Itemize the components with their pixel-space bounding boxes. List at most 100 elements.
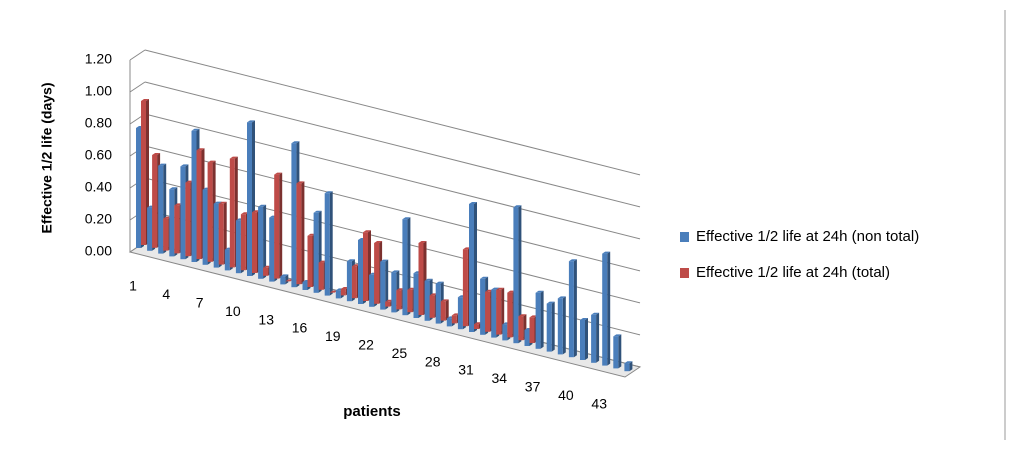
bar-top xyxy=(329,290,338,293)
x-tick-label: 43 xyxy=(591,395,607,411)
bar-top xyxy=(318,260,327,263)
bar xyxy=(185,182,191,257)
bar-top xyxy=(163,216,172,219)
grid-line xyxy=(144,113,641,240)
bar xyxy=(158,165,164,254)
bar xyxy=(407,289,413,313)
bar-top xyxy=(169,187,178,190)
bar-side xyxy=(629,361,633,372)
legend-swatch xyxy=(680,268,689,278)
bar xyxy=(340,289,346,296)
y-tick-label: 0.60 xyxy=(85,147,112,163)
x-tick-label: 7 xyxy=(196,295,204,311)
bar xyxy=(568,261,574,358)
bar-side xyxy=(618,334,622,369)
bar xyxy=(247,122,252,277)
bar xyxy=(358,240,363,304)
bar-side xyxy=(329,191,333,296)
bar xyxy=(546,303,552,352)
bar-top xyxy=(296,181,305,184)
bar xyxy=(196,150,202,259)
bar-top xyxy=(529,315,538,318)
bar xyxy=(369,274,375,307)
bar xyxy=(363,232,368,301)
bar-top xyxy=(174,203,183,206)
x-axis-title: patients xyxy=(343,403,401,420)
bar-top xyxy=(518,314,527,317)
x-tick-label: 13 xyxy=(258,311,274,327)
grid-line xyxy=(144,81,641,208)
bar xyxy=(480,278,486,335)
bar xyxy=(136,128,141,248)
bar-top xyxy=(480,276,489,279)
bar xyxy=(335,290,341,299)
y-tick-label: 0.80 xyxy=(85,115,112,131)
bar xyxy=(591,314,597,363)
bar xyxy=(280,276,286,285)
y-tick-label: 1.20 xyxy=(85,51,112,67)
x-tick-label: 40 xyxy=(558,387,574,403)
bar-side xyxy=(573,259,577,358)
bar xyxy=(451,315,457,324)
bar-side xyxy=(596,312,600,363)
x-tick-label: 16 xyxy=(292,320,308,336)
bar xyxy=(502,324,508,341)
y-tick-label: 0.00 xyxy=(85,243,112,259)
bar xyxy=(235,220,241,274)
bar-top xyxy=(396,288,405,291)
bar-side xyxy=(385,259,389,310)
bar xyxy=(313,212,319,293)
bar xyxy=(496,289,502,335)
bar-top xyxy=(435,281,444,284)
bar xyxy=(418,243,424,315)
legend: Effective 1/2 life at 24h (non total) Eff… xyxy=(680,228,919,281)
bar xyxy=(269,217,275,282)
bar xyxy=(429,295,435,318)
bar-top xyxy=(474,322,482,325)
bar xyxy=(307,235,313,287)
bar-top xyxy=(624,361,633,364)
bar xyxy=(524,330,530,346)
x-tick-label: 28 xyxy=(425,353,441,369)
bar xyxy=(485,291,491,332)
bar-top xyxy=(263,265,272,268)
bar xyxy=(402,219,408,316)
bar xyxy=(624,363,630,372)
bar-top xyxy=(546,301,555,304)
bar-side xyxy=(263,204,267,279)
bar-top xyxy=(391,270,400,273)
bar-top xyxy=(285,279,294,282)
bar xyxy=(602,253,608,366)
bar xyxy=(462,249,468,327)
x-tick-label: 1 xyxy=(129,278,137,294)
bar xyxy=(207,162,213,262)
grid-line xyxy=(129,49,146,61)
bar-top xyxy=(141,99,149,101)
bar xyxy=(469,204,474,332)
bar-top xyxy=(557,296,566,299)
bar xyxy=(491,289,497,338)
bar-top xyxy=(451,313,460,316)
x-tick-label: 10 xyxy=(225,303,241,319)
bar xyxy=(180,166,186,260)
bar-top xyxy=(591,312,600,315)
bar-top xyxy=(535,290,544,293)
bar-side xyxy=(607,251,611,366)
bar xyxy=(252,212,257,273)
x-tick-label: 25 xyxy=(392,345,408,361)
bar xyxy=(380,261,386,310)
bar xyxy=(169,189,175,257)
bar-top xyxy=(491,287,500,290)
bar xyxy=(391,272,397,313)
bar-side xyxy=(501,287,505,335)
bar xyxy=(240,214,246,271)
bar xyxy=(141,101,146,245)
bar-top xyxy=(180,164,189,167)
bar-top xyxy=(307,233,316,236)
bar xyxy=(535,292,541,349)
bar-top xyxy=(313,210,322,213)
bar xyxy=(440,301,446,321)
bar-top xyxy=(274,172,283,175)
bar-side xyxy=(551,301,555,352)
bar xyxy=(213,203,219,268)
